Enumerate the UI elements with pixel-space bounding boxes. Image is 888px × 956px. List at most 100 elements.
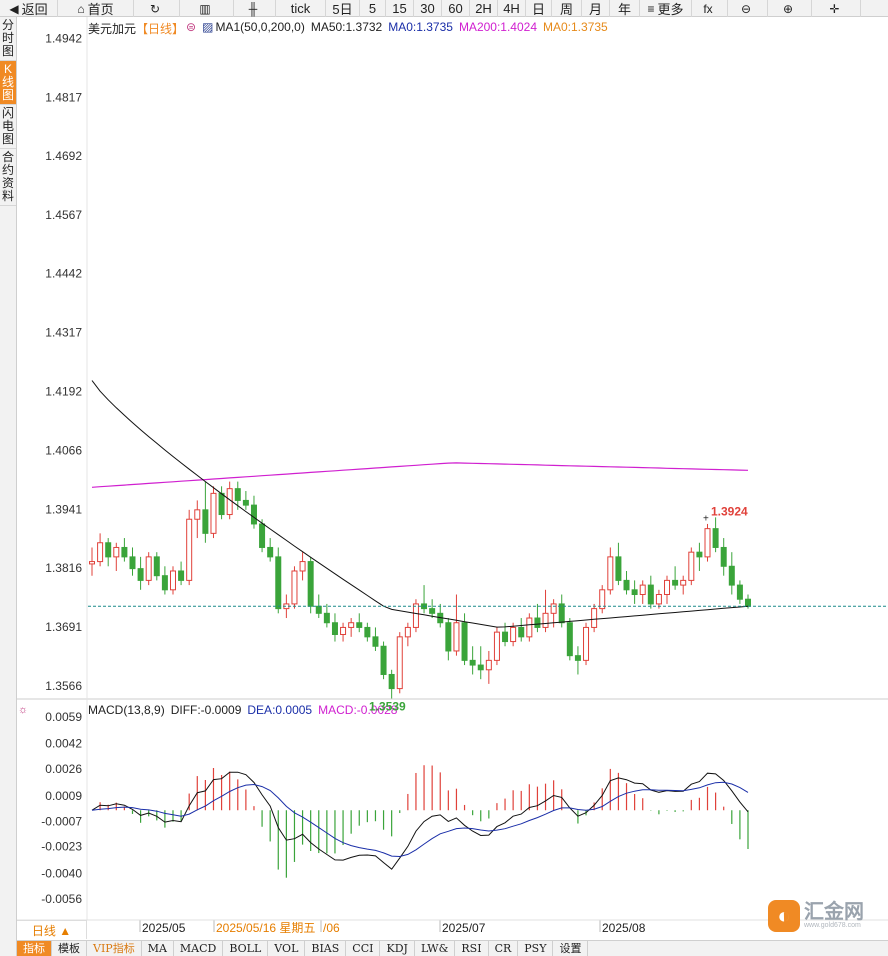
zoom-in-button[interactable]: ⊕: [768, 0, 812, 17]
zoom-out-button[interactable]: ⊖: [728, 0, 768, 17]
indicator-tab[interactable]: BOLL: [223, 941, 269, 956]
candlestick-button[interactable]: ╫: [234, 0, 276, 17]
candle-body: [113, 546, 120, 558]
candlestick-icon: ╫: [248, 1, 258, 16]
candle-body: [299, 561, 306, 572]
candle-body: [234, 488, 241, 501]
candle-body: [97, 542, 104, 563]
indicator-tab[interactable]: 设置: [553, 941, 589, 956]
period-60-button[interactable]: 60: [442, 0, 470, 17]
period-4H-button[interactable]: 4H: [498, 0, 526, 17]
candle-body: [396, 636, 403, 690]
dea-label: DEA:0.0005: [247, 703, 313, 717]
candle-body: [445, 622, 452, 652]
macd-tick-label: -0.0040: [41, 867, 82, 881]
candle-body: [340, 626, 347, 635]
period-5日-button[interactable]: 5日: [326, 0, 360, 17]
period-30-button[interactable]: 30: [414, 0, 442, 17]
period-button[interactable]: 日线 ▲: [17, 920, 87, 939]
sidebar-item[interactable]: 分时图: [0, 17, 16, 61]
toolbar-label: 更多: [657, 2, 684, 17]
price-tick-label: 1.4942: [45, 31, 82, 45]
macd-name-label: MACD(13,8,9): [88, 703, 165, 717]
toolbar-label: 返回: [21, 2, 48, 17]
date-label: 2025/08: [602, 921, 646, 935]
sidebar-item[interactable]: 闪电图: [0, 105, 16, 149]
indicator-tab[interactable]: PSY: [518, 941, 554, 956]
crosshair-icon: ✛: [829, 1, 840, 16]
period-年-button[interactable]: 年: [610, 0, 640, 17]
candle-body: [105, 542, 112, 558]
indicator-tab[interactable]: KDJ: [380, 941, 415, 956]
candle-body: [591, 608, 598, 628]
indicator-tab[interactable]: CCI: [346, 941, 381, 956]
sidebar-item[interactable]: 合约资料: [0, 149, 16, 206]
candle-body: [153, 556, 160, 577]
formula-button[interactable]: fx: [692, 0, 728, 17]
candle-body: [404, 626, 411, 638]
indicator-tab[interactable]: VIP指标: [87, 941, 142, 956]
refresh-button[interactable]: ↻: [134, 0, 180, 17]
candle-body: [194, 509, 201, 520]
indicator-tab[interactable]: 模板: [52, 941, 87, 956]
toolbar-label: 60: [448, 1, 463, 16]
menu-button[interactable]: ≡ 更多: [640, 0, 692, 17]
toolbar-label: 5日: [332, 2, 353, 17]
period-月-button[interactable]: 月: [582, 0, 610, 17]
candle-body: [145, 556, 152, 581]
candle-body: [364, 626, 371, 638]
indicator-tab[interactable]: MA: [142, 941, 174, 956]
indicator-tab[interactable]: RSI: [455, 941, 489, 956]
candle-body: [664, 579, 671, 596]
candle-body: [704, 528, 711, 558]
back-arrow-button[interactable]: ◀ 返回: [0, 0, 58, 17]
candle-body: [672, 579, 679, 586]
settings-icon[interactable]: ⊜: [186, 20, 197, 34]
ma0-label: MA0:1.3735: [388, 20, 453, 34]
indicator-tab[interactable]: VOL: [268, 941, 306, 956]
price-tick-label: 1.3566: [45, 679, 82, 693]
toolbar-label: 4H: [503, 1, 520, 16]
candle-body: [469, 659, 476, 666]
price-tick-label: 1.4192: [45, 384, 82, 398]
period-5-button[interactable]: 5: [360, 0, 386, 17]
candle-body: [437, 612, 444, 624]
home-icon: ⌂: [77, 1, 85, 16]
period-日-button[interactable]: 日: [526, 0, 552, 17]
candle-body: [583, 626, 590, 661]
home-button[interactable]: ⌂ 首页: [58, 0, 134, 17]
indicator-tab[interactable]: CR: [489, 941, 519, 956]
ma200-line: [91, 462, 749, 488]
price-legend: 美元加元 【日线】 ⊜ ▨ MA1(50,0,200,0) MA50:1.373…: [88, 20, 608, 37]
indicator-tab[interactable]: BIAS: [305, 941, 347, 956]
candle-body: [736, 584, 743, 600]
candle-body: [647, 584, 654, 605]
macd-legend: MACD(13,8,9) DIFF:-0.0009 DEA:0.0005 MAC…: [88, 703, 397, 717]
brand-name: 汇金网: [804, 901, 864, 923]
candle-body: [655, 594, 662, 605]
crosshair-button[interactable]: ✛: [812, 0, 861, 17]
indicator-tab[interactable]: MACD: [174, 941, 224, 956]
period-2H-button[interactable]: 2H: [470, 0, 498, 17]
candle-body: [745, 598, 751, 607]
dea-line: [91, 781, 749, 858]
indicator-tab[interactable]: 指标: [17, 941, 52, 956]
period-label: 【日线】: [136, 22, 185, 36]
symbol-label: 美元加元: [88, 22, 137, 36]
macd-tick-label: 0.0059: [45, 710, 82, 724]
diff-line: [91, 771, 749, 870]
candle-body: [550, 603, 557, 614]
candle-body: [291, 570, 298, 605]
toolbar-label: 15: [392, 1, 407, 16]
bar-chart-button[interactable]: ▥: [180, 0, 234, 17]
period-周-button[interactable]: 周: [552, 0, 582, 17]
date-label: 2025/05: [142, 921, 186, 935]
candle-body: [259, 523, 266, 548]
ma50-line: [91, 380, 749, 628]
period-15-button[interactable]: 15: [386, 0, 414, 17]
period-tick-button[interactable]: tick: [276, 0, 326, 17]
indicator-tab[interactable]: LW&: [415, 941, 456, 956]
chart-type-icon[interactable]: ▨: [202, 20, 214, 34]
